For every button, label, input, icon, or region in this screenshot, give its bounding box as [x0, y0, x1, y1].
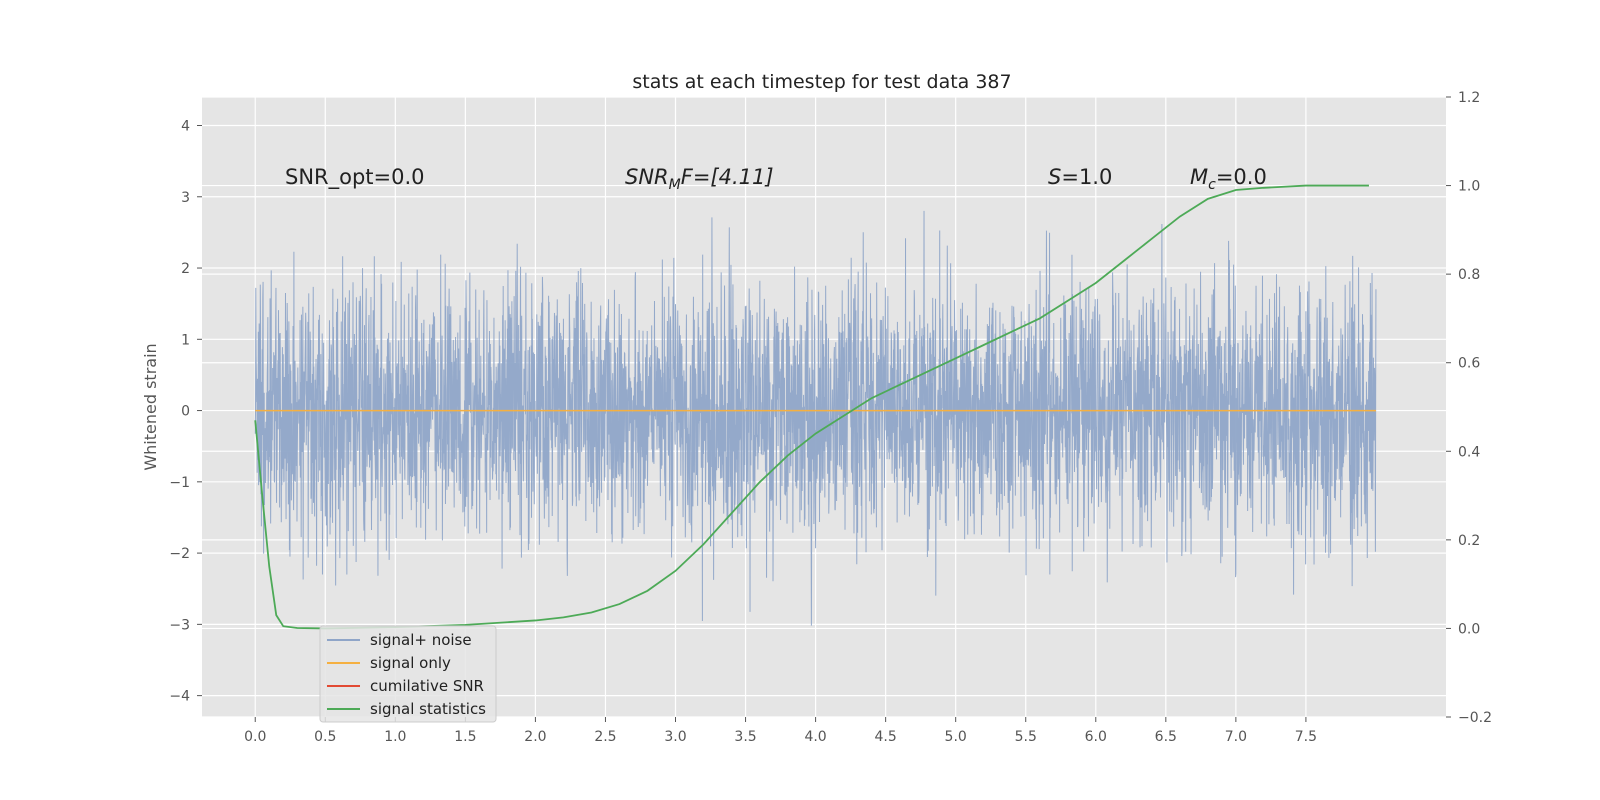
snr-mf-label: SNR: [625, 165, 669, 189]
snr-mf-subscript: M: [669, 177, 681, 193]
y-axis-right: −0.2 0.0 0.2 0.4 0.6 0.8 1.0 1.2: [1446, 90, 1492, 726]
legend-label-signal-only: signal only: [370, 654, 451, 672]
x-tick-label: 4.5: [875, 729, 897, 745]
x-tick-label: 6.5: [1155, 729, 1177, 745]
legend-label-signal-noise: signal+ noise: [370, 631, 472, 649]
y2-tick-label: 1.2: [1458, 90, 1480, 106]
y-tick-label: −4: [169, 689, 190, 705]
x-axis: 0.0 0.5 1.0 1.5 2.0 2.5 3.0 3.5 4.0 4.5 5.0 5.5 6.0 6…: [244, 717, 1317, 745]
x-tick-label: 7.5: [1295, 729, 1317, 745]
s-annotation: S=1.0: [1048, 165, 1112, 189]
legend-entry-signal-only: signal only: [327, 654, 451, 672]
y-tick-label: 3: [181, 190, 190, 206]
legend: signal+ noise signal only cumilative SNR…: [319, 625, 497, 723]
mc-subscript: c: [1208, 177, 1216, 193]
mc-label: M: [1190, 165, 1208, 189]
chart-title: stats at each timestep for test data 387: [632, 71, 1011, 93]
x-tick-label: 1.5: [454, 729, 476, 745]
x-tick-label: 5.0: [945, 729, 967, 745]
x-tick-label: 5.5: [1015, 729, 1037, 745]
mc-annotation: Mc=0.0: [1190, 165, 1267, 193]
annotations: SNR_opt=0.0 SNRMF=[4.11] S=1.0 Mc=0.0: [285, 165, 1267, 193]
x-tick-label: 7.0: [1225, 729, 1247, 745]
y2-tick-label: 0.4: [1458, 444, 1480, 460]
mc-value: =0.0: [1216, 165, 1267, 189]
y-tick-label: 1: [181, 332, 190, 348]
y-tick-label: −1: [169, 475, 190, 491]
legend-entry-cumilative-snr: cumilative SNR: [327, 677, 484, 695]
y-tick-label: 0: [181, 404, 190, 420]
x-tick-label: 2.5: [594, 729, 616, 745]
y2-tick-label: 0.8: [1458, 267, 1480, 283]
legend-entry-signal-statistics: signal statistics: [327, 700, 486, 718]
y2-tick-label: 0.0: [1458, 621, 1480, 637]
s-value: =1.0: [1061, 165, 1112, 189]
y2-tick-label: 0.6: [1458, 356, 1480, 372]
snr-mf-value: F=[4.11]: [681, 165, 774, 189]
y2-tick-label: −0.2: [1458, 710, 1492, 726]
x-tick-label: 2.0: [524, 729, 546, 745]
y-tick-label: −2: [169, 546, 190, 562]
x-tick-label: 3.5: [734, 729, 756, 745]
snr-mf-annotation: SNRMF=[4.11]: [625, 165, 774, 193]
s-label: S: [1048, 165, 1061, 189]
y2-tick-label: 1.0: [1458, 179, 1480, 195]
legend-label-signal-statistics: signal statistics: [370, 700, 486, 718]
y-tick-label: −3: [169, 617, 190, 633]
x-tick-label: 0.5: [314, 729, 336, 745]
series-signal-noise-line: [254, 210, 1377, 626]
plot-area: [202, 96, 1446, 718]
y-tick-label: 2: [181, 261, 190, 277]
y2-tick-label: 0.2: [1458, 533, 1480, 549]
y-axis-left: −4 −3 −2 −1 0 1 2 3 4: [169, 119, 202, 705]
legend-label-cumilative-snr: cumilative SNR: [370, 677, 484, 695]
x-tick-label: 0.0: [244, 729, 266, 745]
legend-box: [319, 625, 497, 723]
y-tick-label: 4: [181, 119, 190, 135]
y-axis-label: Whitened strain: [141, 343, 160, 470]
x-tick-label: 6.0: [1085, 729, 1107, 745]
x-tick-label: 3.0: [664, 729, 686, 745]
x-tick-label: 4.0: [804, 729, 826, 745]
x-tick-label: 1.0: [384, 729, 406, 745]
snr-opt-annotation: SNR_opt=0.0: [285, 165, 425, 190]
legend-entry-signal-noise: signal+ noise: [327, 631, 472, 649]
